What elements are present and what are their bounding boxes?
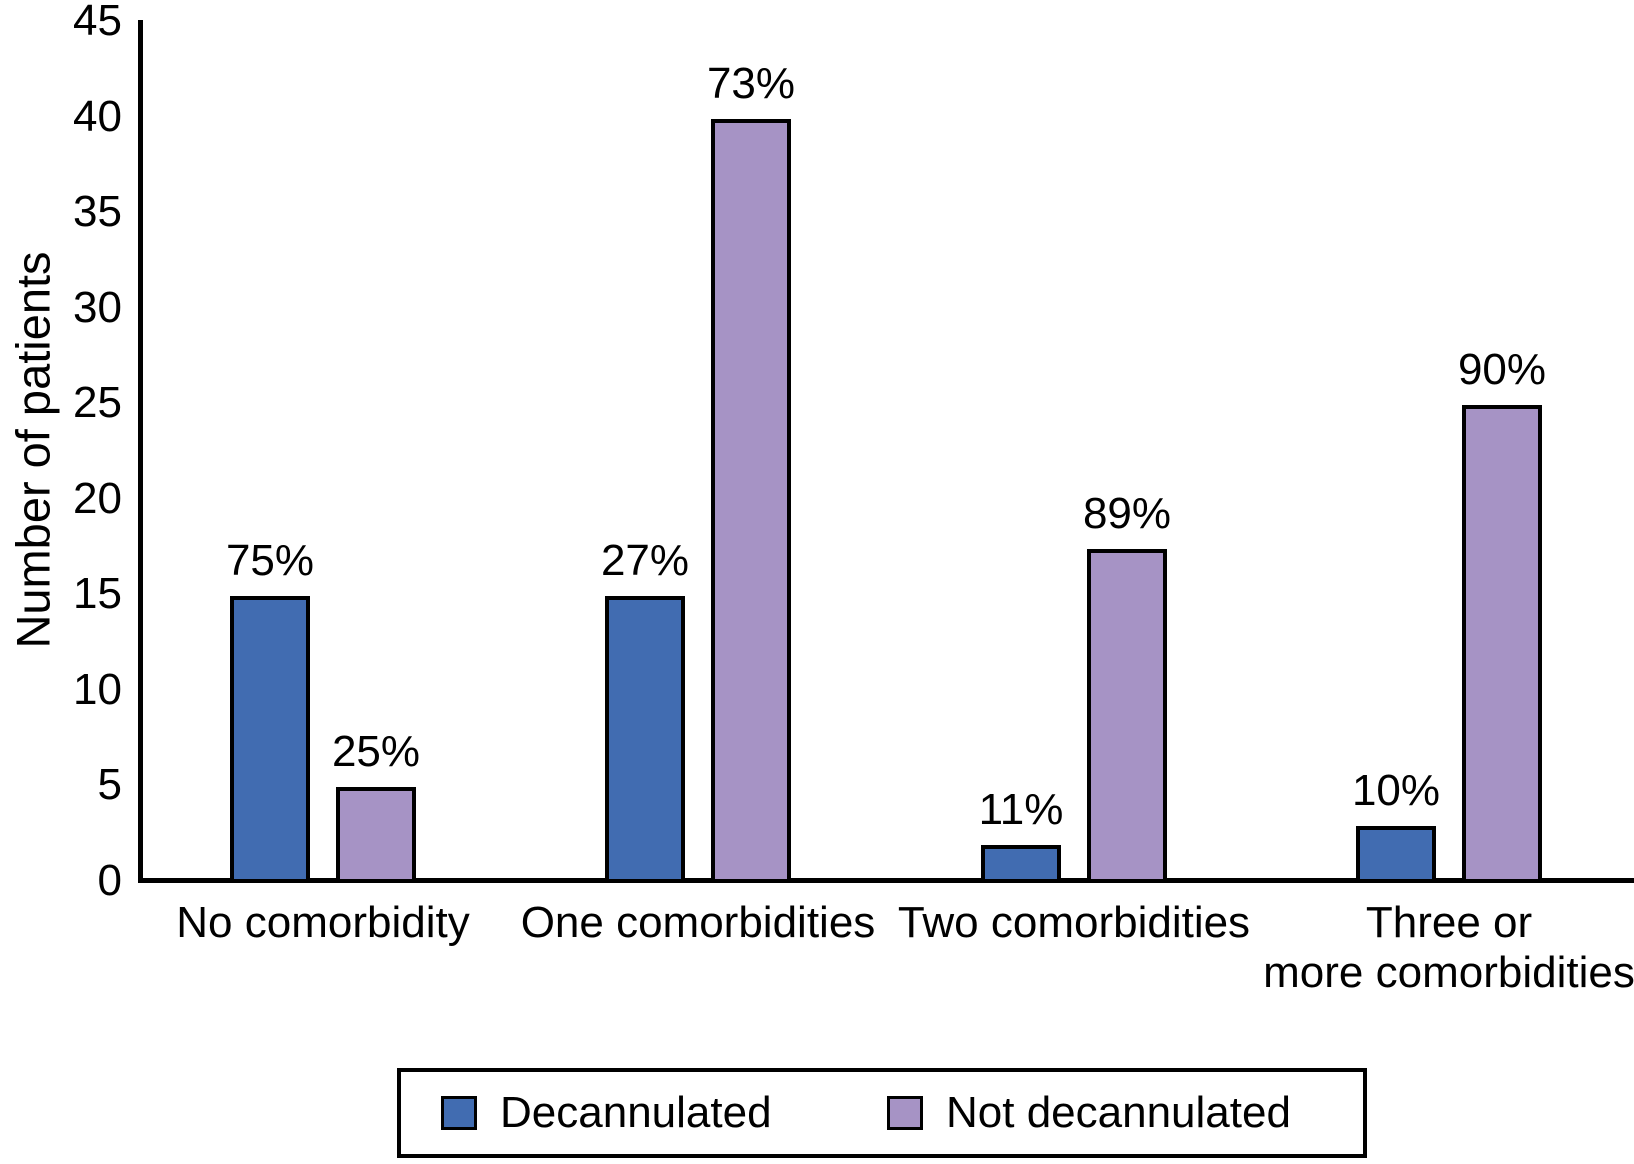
category-label: Three or — [1365, 898, 1533, 947]
bar-value-label: 10% — [1351, 765, 1441, 815]
category-label: more comorbidities — [1263, 948, 1634, 997]
y-tick-label: 25 — [73, 378, 122, 428]
y-tick-label: 20 — [73, 473, 122, 523]
bar-decannulated — [981, 844, 1061, 883]
y-tick-label: 15 — [73, 569, 122, 619]
bar-not-decannulated — [1087, 548, 1167, 883]
y-tick-label: 45 — [73, 0, 122, 45]
bar-value-label: 25% — [331, 727, 421, 777]
bar-value-label: 89% — [1082, 488, 1172, 538]
legend: Decannulated Not decannulated — [397, 1068, 1367, 1158]
y-tick-label: 35 — [73, 187, 122, 237]
bar-value-label: 11% — [978, 784, 1064, 834]
legend-label: Decannulated — [500, 1088, 772, 1137]
bar-value-label: 27% — [600, 536, 690, 586]
bar-not-decannulated — [1462, 405, 1542, 883]
y-axis-line — [138, 20, 143, 883]
legend-item: Decannulated — [441, 1072, 772, 1154]
y-tick-label: 30 — [73, 282, 122, 332]
legend-item: Not decannulated — [887, 1072, 1291, 1154]
y-tick-label: 5 — [97, 760, 122, 810]
legend-swatch-decannulated — [441, 1096, 477, 1130]
bar-value-label: 75% — [225, 536, 315, 586]
bar-value-label: 90% — [1457, 345, 1547, 395]
bar-not-decannulated — [336, 787, 416, 883]
y-tick-label: 10 — [73, 664, 122, 714]
bar-decannulated — [230, 596, 310, 883]
y-tick-label: 40 — [73, 91, 122, 141]
category-label: One comorbidities — [520, 898, 876, 947]
bar-decannulated — [605, 596, 685, 883]
x-axis-line — [138, 878, 1634, 883]
legend-label: Not decannulated — [946, 1088, 1291, 1137]
category-label: Two comorbidities — [897, 898, 1251, 947]
legend-swatch-not-decannulated — [887, 1096, 923, 1130]
y-tick-label: 0 — [97, 856, 122, 905]
bar-not-decannulated — [711, 118, 791, 883]
category-label: No comorbidity — [176, 898, 470, 947]
bar-value-label: 73% — [706, 58, 796, 108]
bar-decannulated — [1356, 825, 1436, 883]
